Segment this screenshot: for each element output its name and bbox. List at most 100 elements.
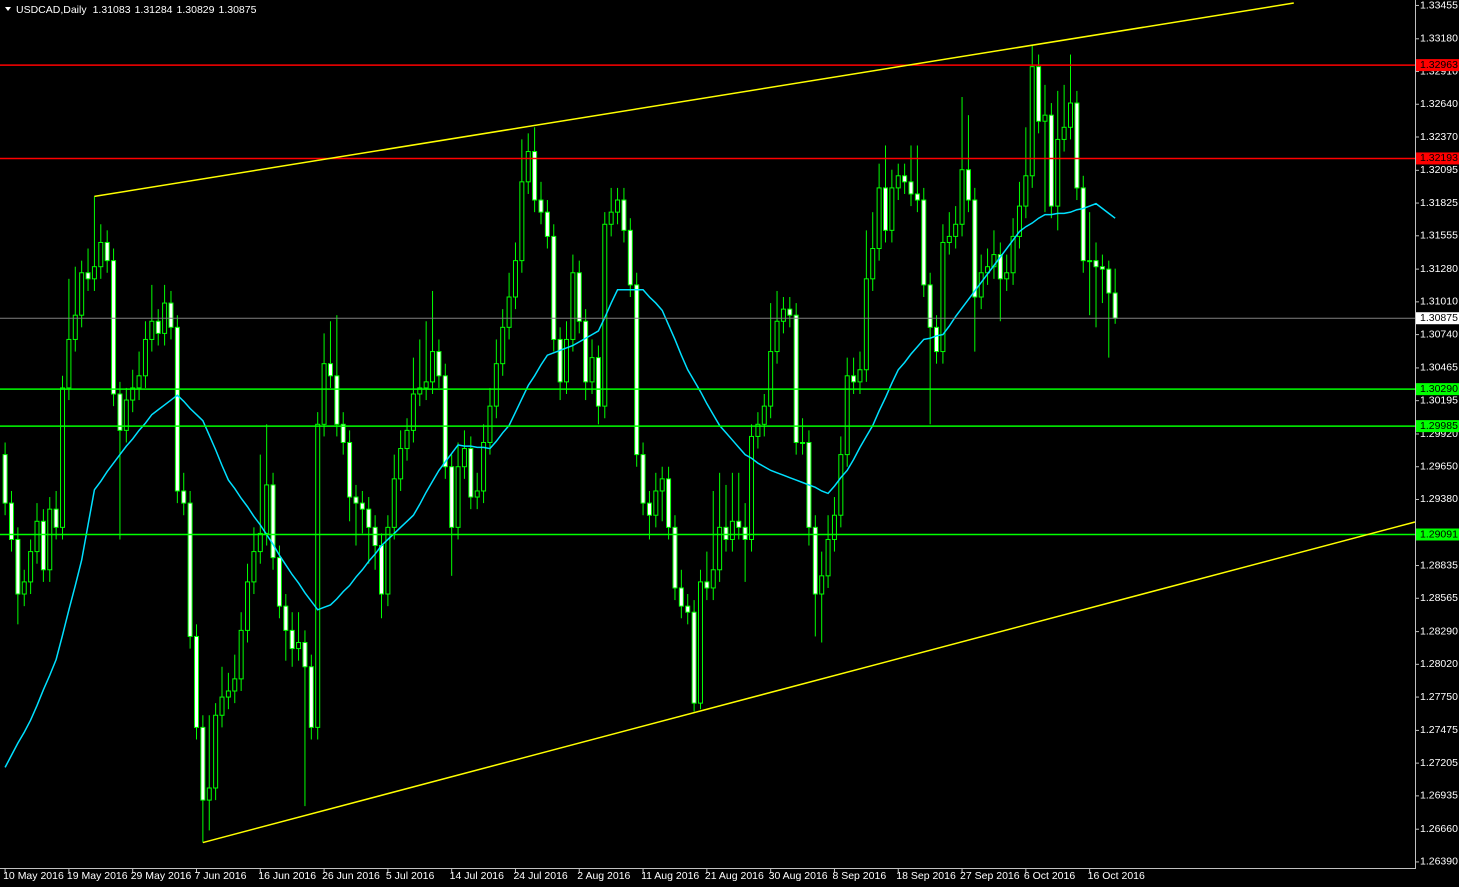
candle-body: [749, 435, 755, 540]
candle-body: [436, 351, 442, 377]
candle-body: [940, 241, 946, 353]
symbol-title: USDCAD,Daily: [16, 4, 87, 16]
y-tick-label: 1.26390: [1420, 856, 1458, 868]
menu-triangle[interactable]: [5, 7, 11, 11]
candle-body: [455, 466, 461, 528]
candle-body: [334, 375, 340, 425]
candle-body: [8, 502, 14, 540]
y-tick-label: 1.28290: [1420, 625, 1458, 637]
x-tick-label: 10 May 2016: [3, 870, 64, 882]
candle-body: [615, 199, 621, 213]
candle-body: [206, 787, 212, 801]
candle-body: [608, 211, 614, 225]
price-label-box: [1416, 59, 1459, 72]
candle-body: [1080, 187, 1086, 262]
y-tick-label: 1.30465: [1420, 362, 1458, 374]
candle-body: [28, 551, 34, 583]
y-tick-label: 1.32370: [1420, 131, 1458, 143]
candle-body: [353, 496, 359, 504]
plot-area: [0, 2, 1416, 844]
price-label-box: [1416, 383, 1459, 396]
chart-header: USDCAD,Daily 1.31083 1.31284 1.30829 1.30875: [16, 4, 257, 16]
candle-body: [34, 520, 40, 553]
candle-body: [914, 193, 920, 201]
candle-body: [130, 387, 136, 401]
price-label: 1.32963: [1420, 59, 1458, 71]
candle-body: [359, 502, 365, 510]
price-label-box: [1416, 420, 1459, 433]
y-tick-label: 1.27750: [1420, 691, 1458, 703]
candle-body: [838, 454, 844, 516]
y-tick-label: 1.28020: [1420, 658, 1458, 670]
candle-body: [1042, 114, 1048, 122]
candle-body: [557, 338, 563, 383]
candle-body: [149, 320, 155, 340]
price-label: 1.30290: [1420, 383, 1458, 395]
last-price-box: [1416, 312, 1459, 325]
candle-body: [908, 181, 914, 195]
candle-body: [564, 338, 570, 383]
candle-body: [500, 326, 506, 365]
candle-body: [91, 266, 97, 280]
price-label: 1.32193: [1420, 152, 1458, 164]
candle-body: [308, 666, 314, 728]
y-tick-label: 1.27475: [1420, 724, 1458, 736]
candle-body: [340, 423, 346, 443]
candle-body: [315, 423, 321, 728]
candle-body: [736, 520, 742, 528]
candle-body: [800, 441, 806, 444]
candle-body: [723, 526, 729, 540]
y-tick-label: 1.28835: [1420, 559, 1458, 571]
candle-body: [461, 448, 467, 468]
candle-body: [225, 690, 231, 698]
candle-body: [372, 526, 378, 547]
candle-body: [1023, 175, 1029, 207]
candle-body: [417, 387, 423, 395]
candle-body: [729, 520, 735, 540]
candle-body: [538, 199, 544, 213]
candle-body: [965, 169, 971, 201]
candle-body: [232, 678, 238, 692]
candle-body: [1068, 102, 1074, 128]
candle-body: [289, 629, 295, 650]
candle-body: [200, 726, 206, 801]
candle-body: [98, 241, 104, 268]
y-tick-label: 1.33180: [1420, 33, 1458, 45]
candle-body: [302, 642, 308, 668]
candle-body: [812, 526, 818, 595]
candle-body: [512, 260, 518, 298]
candle-body: [634, 284, 640, 456]
candle-body: [851, 375, 857, 383]
y-tick-label: 1.31010: [1420, 296, 1458, 308]
candle-body: [825, 538, 831, 577]
candle-body: [685, 605, 691, 613]
candle-body: [544, 211, 550, 237]
candle-body: [283, 605, 289, 631]
candle-body: [959, 169, 965, 225]
candle-body: [53, 508, 59, 528]
candle-body: [1074, 102, 1080, 189]
candle-body: [104, 241, 110, 262]
candle-body: [72, 314, 78, 340]
y-tick-label: 1.32095: [1420, 164, 1458, 176]
candle-body: [889, 187, 895, 231]
x-tick-label: 19 May 2016: [67, 870, 128, 882]
candle-body: [710, 569, 716, 589]
candle-body: [347, 441, 353, 498]
candle-body: [742, 526, 748, 540]
candle-body: [327, 363, 333, 377]
candle-body: [627, 229, 633, 286]
x-tick-label: 11 Aug 2016: [641, 870, 699, 882]
x-tick-label: 21 Aug 2016: [705, 870, 764, 882]
candle-body: [2, 454, 8, 504]
candle-body: [704, 581, 710, 589]
candle-body: [468, 448, 474, 498]
candle-body: [213, 714, 219, 789]
candle-body: [219, 696, 225, 716]
y-tick-label: 1.27205: [1420, 757, 1458, 769]
candle-body: [168, 302, 174, 328]
candle-body: [79, 272, 85, 316]
candle-body: [576, 272, 582, 322]
